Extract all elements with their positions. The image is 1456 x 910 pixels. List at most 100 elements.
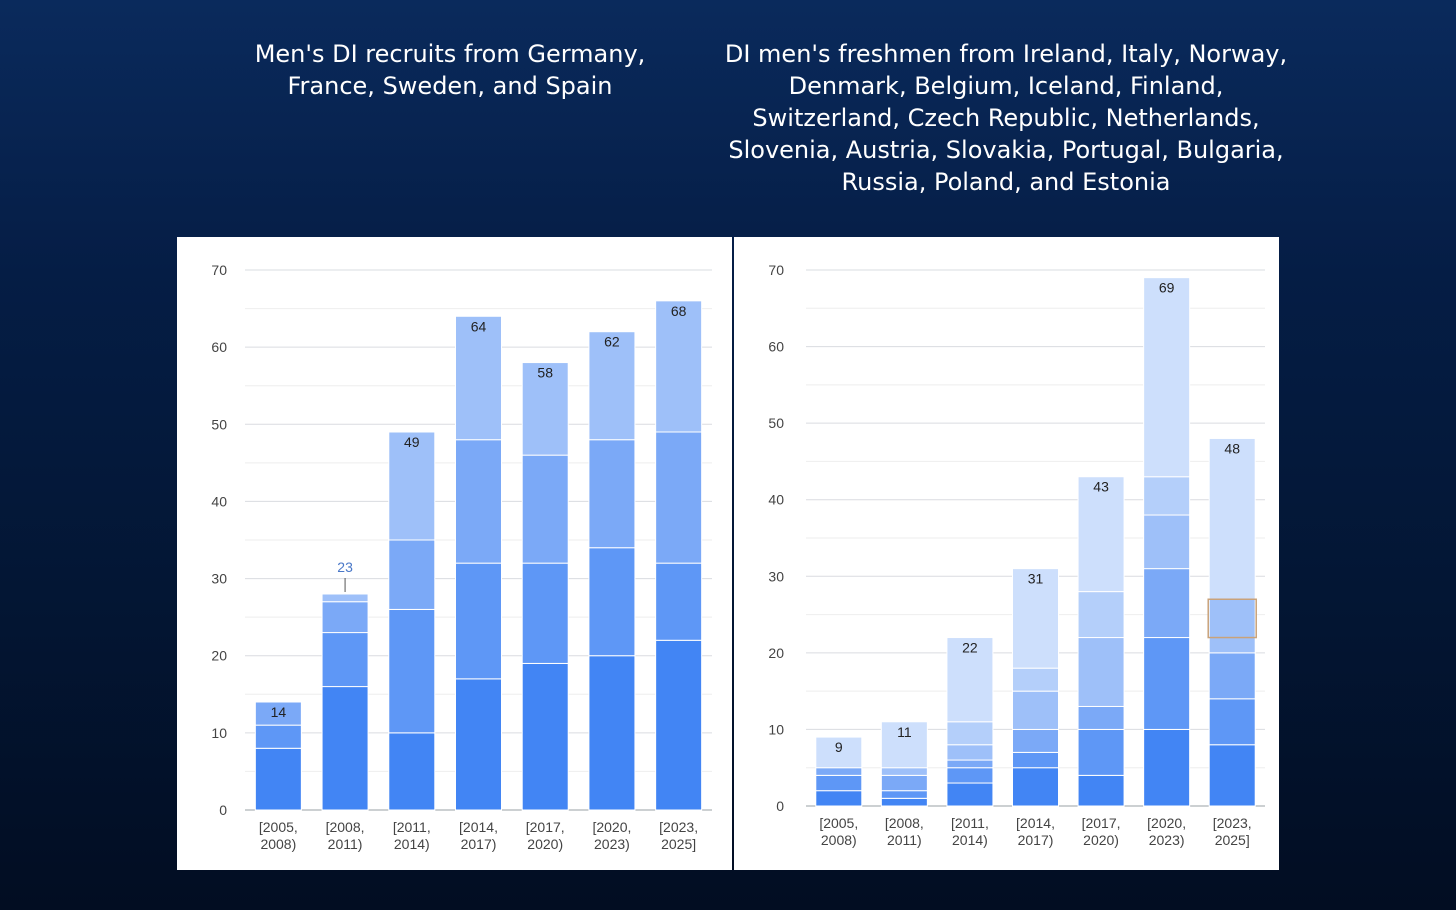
right-y-tick-label: 60 — [768, 339, 784, 355]
right-y-tick-label: 40 — [768, 492, 784, 508]
left-bar-segment — [588, 331, 636, 441]
left-bar-segment — [588, 439, 636, 549]
right-stacked-bar-chart: 0 10 20 30 40 50 60 70 9 [2005, 2008) 11 [2008, 2011)… — [768, 262, 1265, 848]
left-chart-panel: 0 10 20 30 40 50 60 70 14 [2005, 2008) 23 [2008, 2011… — [177, 237, 732, 870]
right-data-label: 9 — [835, 739, 843, 755]
left-bar-segment — [254, 747, 302, 811]
right-x-tick-label: [2014, 2017) — [1016, 815, 1055, 848]
right-bar-segment — [1143, 637, 1191, 730]
left-bar-segment — [655, 562, 703, 641]
right-bar-segment — [946, 767, 994, 784]
right-x-tick-label: [2011, 2014) — [951, 815, 989, 848]
left-bar-segment — [388, 732, 436, 811]
left-y-tick-label: 20 — [211, 648, 227, 664]
right-bar-segment — [1012, 728, 1059, 753]
left-x-tick-label: [2020, 2023) — [592, 819, 631, 852]
left-data-label: 68 — [671, 303, 687, 319]
right-data-label: 11 — [897, 724, 912, 740]
left-data-label: 49 — [404, 434, 420, 450]
right-data-label: 69 — [1159, 280, 1175, 296]
right-x-tick-label: [2020, 2023) — [1147, 815, 1186, 848]
right-bar-segment — [946, 721, 994, 746]
left-y-tick-label: 70 — [211, 262, 227, 278]
left-bar-segment — [655, 431, 703, 564]
right-y-tick-label: 20 — [768, 645, 784, 661]
right-bar-segment — [1077, 728, 1125, 776]
left-data-label: 14 — [271, 704, 287, 720]
right-bar-segment — [880, 774, 928, 792]
right-bar-segment — [1012, 751, 1059, 769]
right-y-tick-label: 30 — [768, 568, 784, 584]
right-bar-segment — [946, 782, 994, 807]
right-bar-segment — [1208, 744, 1256, 807]
right-bar-segment — [1012, 767, 1059, 807]
left-data-label: 62 — [604, 334, 620, 350]
left-bar-segment — [588, 547, 636, 657]
left-bar-segment — [321, 593, 369, 603]
right-bar-segment — [1143, 728, 1191, 807]
right-bar-segment — [1208, 598, 1256, 654]
left-bar-segment — [388, 539, 436, 610]
left-bar-segment — [655, 639, 703, 811]
right-bar-segment — [946, 759, 994, 769]
right-chart-panel: 0 10 20 30 40 50 60 70 9 [2005, 2008) 11 [2008, 2011)… — [734, 237, 1279, 870]
right-y-tick-label: 70 — [768, 262, 784, 278]
left-x-tick-label: [2014, 2017) — [459, 819, 498, 852]
left-x-tick-label: [2017, 2020) — [526, 819, 565, 852]
left-data-label: 23 — [337, 559, 353, 575]
left-bar-segment — [254, 701, 302, 726]
right-bar-segment — [880, 767, 928, 776]
left-chart-title: Men's DI recruits from Germany, France, … — [254, 40, 646, 100]
right-y-tick-label: 0 — [776, 798, 784, 814]
left-x-tick-label: [2005, 2008) — [259, 819, 298, 852]
right-x-tick-label: [2008, 2011) — [885, 815, 924, 848]
right-bar-segment — [1077, 476, 1125, 593]
right-y-tick-label: 10 — [768, 721, 784, 737]
right-bar-segment — [1012, 690, 1059, 730]
left-y-tick-label: 40 — [211, 493, 227, 509]
right-bar-segment — [815, 736, 863, 769]
right-bar-segment — [946, 637, 994, 723]
right-x-tick-label: [2005, 2008) — [819, 815, 858, 848]
left-data-label: 64 — [471, 318, 487, 334]
left-bar-segment — [588, 655, 636, 811]
right-bar-segment — [880, 790, 928, 799]
right-y-tick-label: 50 — [768, 415, 784, 431]
right-chart-title: DI men's freshmen from Ireland, Italy, N… — [724, 40, 1288, 196]
right-bar-segment — [880, 721, 928, 769]
right-bar-segment — [1077, 637, 1125, 707]
right-bar-segment — [1077, 774, 1125, 807]
right-data-label: 48 — [1224, 440, 1240, 456]
right-x-tick-label: [2017, 2020) — [1082, 815, 1121, 848]
right-bar-segment — [1208, 698, 1256, 746]
left-bar-segment — [521, 562, 569, 664]
left-bar-segment — [455, 562, 502, 680]
right-bar-segment — [1012, 667, 1059, 692]
right-bar-segment — [1143, 277, 1191, 478]
right-bar-segment — [1012, 568, 1059, 669]
left-bar-segment — [321, 686, 369, 811]
right-bar-segment — [880, 797, 928, 807]
left-bar-segment — [521, 662, 569, 811]
left-y-tick-label: 60 — [211, 339, 227, 355]
left-bar-segment — [521, 362, 569, 456]
right-data-label: 22 — [962, 640, 978, 656]
left-y-tick-label: 0 — [219, 802, 227, 818]
right-highlight-outline — [1207, 598, 1257, 639]
left-stacked-bar-chart: 0 10 20 30 40 50 60 70 14 [2005, 2008) 23 [2008, 2011… — [211, 262, 712, 852]
right-bar-segment — [1143, 568, 1191, 639]
right-bar-segment — [1077, 591, 1125, 639]
left-bar-segment — [455, 678, 502, 811]
right-bar-segment — [1208, 437, 1256, 600]
left-x-tick-label: [2023, 2025] — [659, 819, 698, 852]
right-data-label: 43 — [1093, 479, 1109, 495]
right-bar-segment — [946, 744, 994, 761]
left-y-tick-label: 10 — [211, 725, 227, 741]
left-y-tick-label: 30 — [211, 571, 227, 587]
right-bar-segment — [1077, 705, 1125, 730]
left-bar-segment — [254, 724, 302, 749]
left-x-tick-label: [2011, 2014) — [393, 819, 431, 852]
left-bar-segment — [455, 439, 502, 564]
right-bar-segment — [815, 767, 863, 776]
left-bar-segment — [388, 431, 436, 541]
